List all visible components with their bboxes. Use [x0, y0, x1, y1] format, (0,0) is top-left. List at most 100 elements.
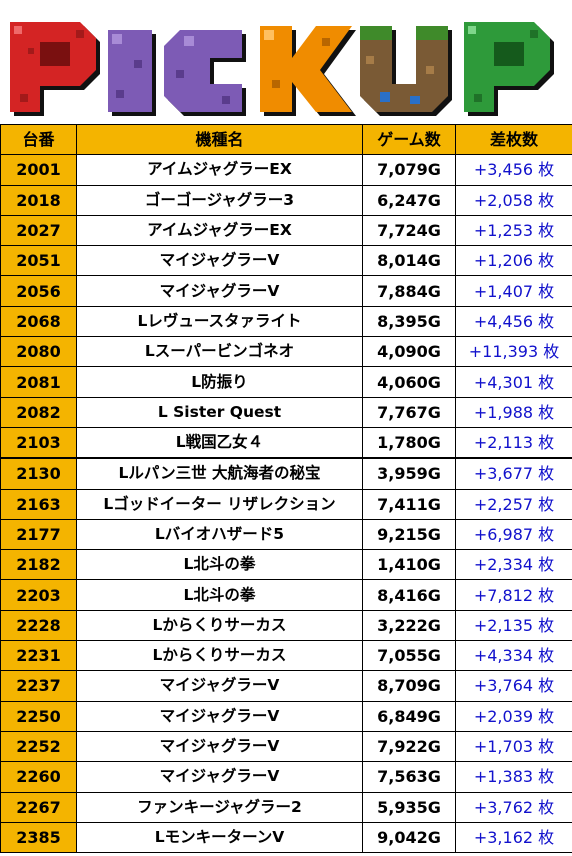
coin-diff-cell: +2,135 枚 [455, 609, 572, 642]
game-count-cell: 7,922G [362, 730, 456, 763]
coin-diff-cell: +2,257 枚 [455, 488, 572, 520]
table-row: 2018 ゴーゴージャグラー3 6,247G +2,058 枚 [0, 184, 572, 216]
machine-name-cell: マイジャグラーV [76, 730, 363, 763]
coin-diff-cell: +2,058 枚 [455, 184, 572, 216]
machine-number-cell: 2001 [0, 154, 77, 186]
header-coin-diff: 差枚数 [455, 123, 572, 156]
coin-diff-cell: +4,456 枚 [455, 305, 572, 338]
game-count-cell: 3,959G [362, 457, 456, 490]
coin-diff-cell: +3,162 枚 [455, 821, 572, 854]
game-count-cell: 8,014G [362, 245, 456, 277]
table-row: 2228 Lからくりサーカス 3,222G +2,135 枚 [0, 609, 572, 642]
game-count-cell: 7,055G [362, 640, 456, 672]
game-count-cell: 7,767G [362, 396, 456, 428]
machine-name-cell: L防振り [76, 366, 363, 398]
machine-number-cell: 2018 [0, 184, 77, 216]
game-count-cell: 1,780G [362, 426, 456, 459]
pickup-table: 台番 機種名 ゲーム数 差枚数 2001 アイムジャグラーEX 7,079G +3,4… [0, 123, 572, 854]
machine-name-cell: LモンキーターンV [76, 821, 363, 854]
banner-letter-u-brown [360, 26, 452, 116]
coin-diff-cell: +7,812 枚 [455, 579, 572, 611]
table-row: 2068 Lレヴュースタァライト 8,395G +4,456 枚 [0, 305, 572, 338]
machine-number-cell: 2237 [0, 670, 77, 702]
game-count-cell: 7,079G [362, 154, 456, 186]
machine-name-cell: マイジャグラーV [76, 700, 363, 732]
table-row: 2027 アイムジャグラーEX 7,724G +1,253 枚 [0, 214, 572, 247]
banner-letter-k-orange [260, 26, 356, 116]
table-row: 2252 マイジャグラーV 7,922G +1,703 枚 [0, 730, 572, 763]
table-row: 2051 マイジャグラーV 8,014G +1,206 枚 [0, 245, 572, 277]
game-count-cell: 5,935G [362, 791, 456, 823]
machine-number-cell: 2231 [0, 640, 77, 672]
coin-diff-cell: +1,253 枚 [455, 214, 572, 247]
table-row: 2250 マイジャグラーV 6,849G +2,039 枚 [0, 700, 572, 732]
coin-diff-cell: +3,677 枚 [455, 457, 572, 490]
machine-name-cell: アイムジャグラーEX [76, 154, 363, 186]
machine-name-cell: Lバイオハザード5 [76, 518, 363, 551]
table-row: 2130 Lルパン三世 大航海者の秘宝 3,959G +3,677 枚 [0, 457, 572, 490]
banner-letter-p-red [10, 22, 100, 116]
machine-name-cell: ゴーゴージャグラー3 [76, 184, 363, 216]
coin-diff-cell: +2,039 枚 [455, 700, 572, 732]
game-count-cell: 8,709G [362, 670, 456, 702]
machine-number-cell: 2068 [0, 305, 77, 338]
machine-number-cell: 2250 [0, 700, 77, 732]
machine-number-cell: 2103 [0, 426, 77, 459]
machine-number-cell: 2081 [0, 366, 77, 398]
table-row: 2103 L戦国乙女４ 1,780G +2,113 枚 [0, 426, 572, 459]
table-row: 2385 LモンキーターンV 9,042G +3,162 枚 [0, 821, 572, 854]
coin-diff-cell: +11,393 枚 [455, 336, 572, 368]
machine-name-cell: L戦国乙女４ [76, 426, 363, 459]
game-count-cell: 9,215G [362, 518, 456, 551]
machine-number-cell: 2080 [0, 336, 77, 368]
table-row: 2177 Lバイオハザード5 9,215G +6,987 枚 [0, 518, 572, 551]
machine-name-cell: L Sister Quest [76, 396, 363, 428]
game-count-cell: 6,247G [362, 184, 456, 216]
header-game-count: ゲーム数 [362, 123, 456, 156]
table-row: 2203 L北斗の拳 8,416G +7,812 枚 [0, 579, 572, 611]
game-count-cell: 6,849G [362, 700, 456, 732]
table-row: 2163 Lゴッドイーター リザレクション 7,411G +2,257 枚 [0, 488, 572, 520]
game-count-cell: 9,042G [362, 821, 456, 854]
table-row: 2081 L防振り 4,060G +4,301 枚 [0, 366, 572, 398]
machine-name-cell: Lスーパービンゴネオ [76, 336, 363, 368]
machine-number-cell: 2027 [0, 214, 77, 247]
table-row: 2237 マイジャグラーV 8,709G +3,764 枚 [0, 670, 572, 702]
machine-name-cell: Lからくりサーカス [76, 640, 363, 672]
machine-name-cell: L北斗の拳 [76, 549, 363, 581]
machine-name-cell: マイジャグラーV [76, 761, 363, 793]
machine-number-cell: 2182 [0, 549, 77, 581]
machine-name-cell: Lルパン三世 大航海者の秘宝 [76, 457, 363, 490]
machine-name-cell: マイジャグラーV [76, 245, 363, 277]
pickup-banner [10, 22, 554, 116]
game-count-cell: 7,563G [362, 761, 456, 793]
machine-number-cell: 2051 [0, 245, 77, 277]
table-row: 2082 L Sister Quest 7,767G +1,988 枚 [0, 396, 572, 428]
table-row: 2267 ファンキージャグラー2 5,935G +3,762 枚 [0, 791, 572, 823]
machine-name-cell: Lゴッドイーター リザレクション [76, 488, 363, 520]
header-machine-name: 機種名 [76, 123, 363, 156]
machine-name-cell: Lレヴュースタァライト [76, 305, 363, 338]
coin-diff-cell: +6,987 枚 [455, 518, 572, 551]
machine-number-cell: 2056 [0, 275, 77, 307]
machine-number-cell: 2385 [0, 821, 77, 854]
banner-letter-p-green [464, 22, 554, 116]
game-count-cell: 4,090G [362, 336, 456, 368]
machine-number-cell: 2163 [0, 488, 77, 520]
coin-diff-cell: +1,206 枚 [455, 245, 572, 277]
game-count-cell: 8,395G [362, 305, 456, 338]
machine-number-cell: 2082 [0, 396, 77, 428]
table-row: 2260 マイジャグラーV 7,563G +1,383 枚 [0, 761, 572, 793]
machine-number-cell: 2260 [0, 761, 77, 793]
header-machine-number: 台番 [0, 123, 77, 156]
machine-number-cell: 2252 [0, 730, 77, 763]
coin-diff-cell: +2,334 枚 [455, 549, 572, 581]
coin-diff-cell: +1,988 枚 [455, 396, 572, 428]
game-count-cell: 7,724G [362, 214, 456, 247]
coin-diff-cell: +1,383 枚 [455, 761, 572, 793]
game-count-cell: 3,222G [362, 609, 456, 642]
table-row: 2231 Lからくりサーカス 7,055G +4,334 枚 [0, 640, 572, 672]
machine-name-cell: アイムジャグラーEX [76, 214, 363, 247]
banner-letter-i-purple [108, 30, 156, 116]
coin-diff-cell: +1,407 枚 [455, 275, 572, 307]
